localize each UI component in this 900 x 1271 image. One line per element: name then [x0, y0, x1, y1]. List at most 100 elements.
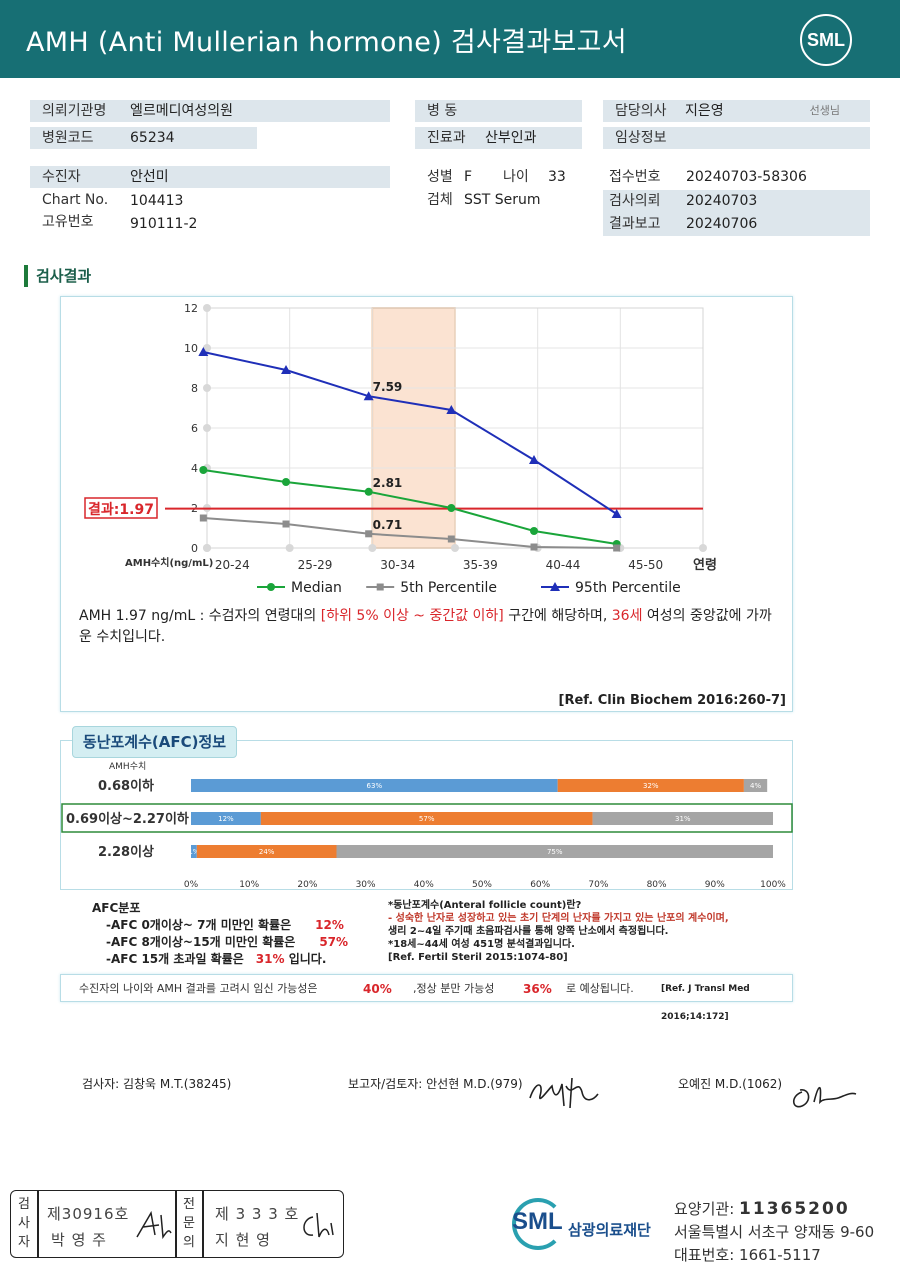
afc-row-label: 0.69이상~2.27이하: [66, 811, 189, 827]
y-tick-dot: [203, 304, 211, 312]
result-tag-box: [84, 497, 158, 519]
prediction-ref: [Ref. J Transl Med 2016;14:172]: [661, 984, 750, 1022]
legend-label: Median: [291, 580, 342, 596]
request-org-field: 의뢰기관명 엘르메디여성의원: [30, 100, 390, 122]
data-point: [447, 504, 456, 512]
prediction-text-3: 로 예상됩니다.: [566, 982, 634, 995]
afc-def-line: 생리 2~4일 주기때 초음파검사를 통해 양쪽 난소에서 측정됩니다.: [388, 926, 669, 937]
y-tick-label: 6: [191, 422, 198, 435]
patient-label: 수진자: [42, 169, 81, 185]
receipt-value: 20240703-58306: [686, 169, 807, 185]
x-tick-dot: [451, 544, 459, 552]
data-point: [282, 478, 290, 486]
hosp-code-field: 병원코드 65234: [30, 127, 257, 149]
x-tick-label: 30-34: [380, 558, 415, 572]
afc-bar-label: 12%: [218, 815, 234, 823]
specimen-value: SST Serum: [464, 192, 541, 208]
data-point: [199, 514, 207, 522]
legend-label: 5th Percentile: [400, 580, 497, 596]
afc-x-tick: 100%: [760, 880, 786, 890]
afc-bar-label: 31%: [675, 815, 691, 823]
stamp-char: 검: [18, 1197, 30, 1212]
afc-row-highlight: [61, 803, 793, 833]
afc-bar-label: 75%: [547, 848, 563, 856]
data-point: [530, 527, 538, 535]
y-tick-label: 8: [191, 382, 198, 395]
specimen-label: 검체: [427, 192, 453, 208]
afc-x-tick: 70%: [588, 880, 608, 890]
afc-summary-text: -AFC 0개이상~ 7개 미만인 확률은: [106, 918, 292, 932]
stamp-divider: [175, 1191, 177, 1257]
hosp-code-label: 병원코드: [42, 130, 94, 146]
date-block: 검사의뢰 20240703 결과보고 20240706: [603, 190, 870, 236]
afc-summary-line-3: -AFC 15개 초과일 확률은 31% 입니다.: [92, 951, 348, 968]
afc-summary-text: -AFC 15개 초과일 확률은: [106, 952, 244, 966]
org-logo-ring: [512, 1198, 564, 1250]
data-point: [446, 405, 457, 414]
afc-tab-title: 동난포계수(AFC)정보: [72, 726, 237, 758]
delivery-pct: 36%: [523, 982, 552, 996]
afc-summary-title: AFC분포: [92, 901, 141, 915]
afc-bar-segment: [191, 779, 558, 792]
receipt-label: 접수번호: [609, 169, 661, 185]
certification-stamp: 검 사 자 제30916호 박 영 주 전 문 의 제 3 3 3 호 지 현 …: [10, 1190, 344, 1258]
afc-bar-label: 32%: [643, 782, 659, 790]
prediction-text-1: 수진자의 나이와 AMH 결과를 고려시 임신 가능성은: [79, 982, 318, 995]
stamp-signature-2: [303, 1212, 334, 1238]
afc-x-tick: 80%: [647, 880, 667, 890]
stamp-divider: [202, 1191, 204, 1257]
stamp-char: 전: [183, 1197, 195, 1212]
age-value: 33: [548, 169, 566, 185]
afc-bar-segment: [260, 812, 593, 825]
afc-def-line: *동난포계수(Anteral follicle count)란?: [388, 900, 582, 911]
afc-bar-label: 4%: [750, 782, 761, 790]
stamp-char: 사: [18, 1216, 30, 1231]
afc-x-tick: 40%: [414, 880, 434, 890]
afc-def-line: [Ref. Fertil Steril 2015:1074-80]: [388, 952, 568, 963]
clinical-label: 임상정보: [615, 130, 667, 146]
afc-summary-pct: 31%: [255, 952, 285, 966]
afc-row-label: 0.68이하: [98, 778, 154, 794]
patient-value: 안선미: [130, 169, 169, 185]
data-point: [447, 535, 455, 543]
stamp-signature-1: [136, 1210, 172, 1240]
stamp-char: 자: [18, 1235, 30, 1250]
afc-definition: *동난포계수(Anteral follicle count)란? - 성숙한 난…: [388, 899, 729, 964]
x-tick-label: 40-44: [546, 558, 581, 572]
stamp-char: 문: [183, 1216, 195, 1231]
sml-logo: SML: [800, 14, 852, 66]
dept-label: 진료과: [427, 130, 466, 146]
dept-field: 진료과 산부인과: [415, 127, 582, 149]
afc-bar-label: 63%: [367, 782, 383, 790]
data-point: [199, 466, 208, 474]
x-tick-dot: [368, 544, 377, 552]
data-point: [363, 391, 374, 401]
x-tick-label: 45-50: [628, 558, 663, 572]
x-axis-unit: 연령: [693, 558, 717, 573]
doctor-label: 담당의사: [615, 103, 667, 119]
afc-summary-pct: 12%: [315, 918, 344, 932]
interp-part2: 구간에 해당하며,: [503, 608, 612, 624]
afc-bar-label: 57%: [419, 815, 435, 823]
handwritten-signature-reporter: [529, 1077, 599, 1109]
ward-field: 병 동: [415, 100, 582, 122]
data-point: [365, 530, 373, 538]
legend-marker: [376, 583, 384, 591]
series-line-median: [203, 469, 617, 545]
afc-chart-panel: AMH수치 0.68이하 63% 32% 4% 0.69이상~2.27이하 12% 57% 31…: [60, 740, 793, 890]
doctor-value: 지은영: [685, 103, 724, 119]
afc-bar-label: 24%: [259, 848, 275, 856]
chart-no-value: 104413: [130, 193, 184, 209]
stamp-col2: 전 문 의: [180, 1195, 198, 1252]
afc-x-tick: 10%: [239, 880, 259, 890]
afc-def-line: *18세~44세 여성 451명 분석결과입니다.: [388, 939, 575, 950]
legend-marker: [267, 583, 275, 591]
hosp-code-value: 65234: [130, 130, 175, 146]
report-header: AMH (Anti Mullerian hormone) 검사결과보고서 SML: [0, 0, 900, 78]
stamp-name2: 지 현 영: [215, 1231, 271, 1249]
data-label: 2.81: [373, 476, 403, 490]
x-tick-dot: [203, 544, 211, 552]
unique-no-label: 고유번호: [42, 214, 94, 230]
data-point: [281, 365, 291, 374]
afc-summary: AFC분포 -AFC 0개이상~ 7개 미만인 확률은 12% -AFC 8개이상…: [92, 900, 348, 968]
